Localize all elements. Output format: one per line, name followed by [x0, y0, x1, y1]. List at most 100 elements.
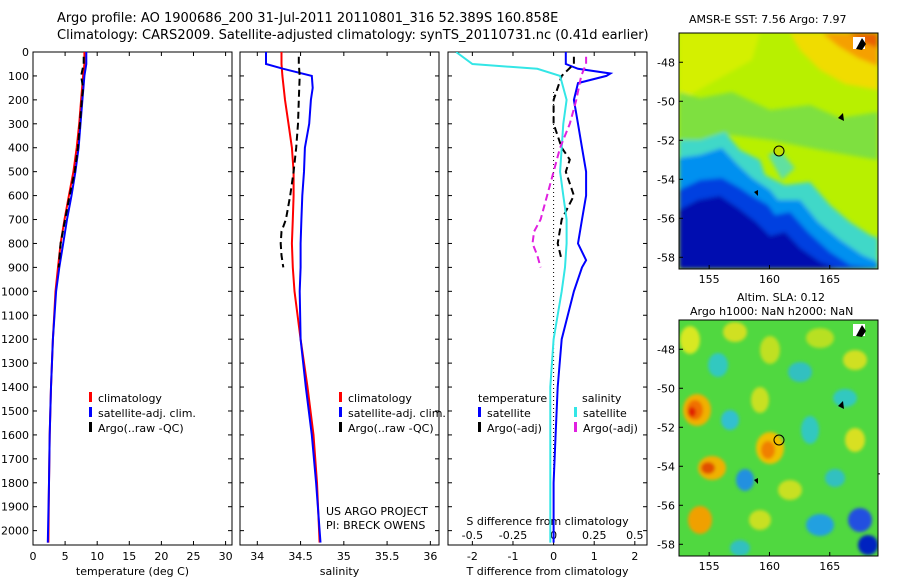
legend-argo-swatch: [89, 422, 92, 432]
legend-satellite-swatch: [89, 407, 92, 417]
sst-map-ytick-label: -48: [657, 56, 675, 69]
difference-axes-frame: [447, 51, 648, 546]
depth-tick-label: 1700: [1, 453, 29, 466]
sla-map-xtick-label: 165: [819, 560, 840, 573]
difference-series-temperature-argo-adj-: [552, 56, 575, 261]
salinity-xtick-label: 34: [250, 550, 264, 563]
sst-map-ytick-label: -50: [657, 95, 675, 108]
sla-map-title-2: Argo h1000: NaN h2000: NaN: [690, 305, 854, 318]
depth-tick-label: 1200: [1, 333, 29, 346]
sst-map-xtick-label: 155: [699, 273, 720, 286]
depth-tick-label: 900: [8, 261, 29, 274]
sst-map-xtick-label: 160: [759, 273, 780, 286]
temperature-xtick-label: 5: [62, 550, 69, 563]
temperature-series-argo-raw-qc-: [57, 56, 85, 268]
depth-tick-label: 100: [8, 70, 29, 83]
depth-tick-label: 700: [8, 214, 29, 227]
salinity-series-climatology: [280, 52, 321, 543]
sla-map-ytick-label: -52: [657, 421, 675, 434]
temperature-xtick-label: 10: [90, 550, 104, 563]
salinity-series-argo-raw-qc-: [279, 56, 301, 268]
salinity-diff-axis-label: S difference from climatology: [466, 515, 629, 528]
difference-xtick-label: 0: [550, 550, 557, 563]
legend-s-argo-swatch: [574, 422, 577, 432]
temperature-xtick-label: 30: [219, 550, 233, 563]
project-credit: US ARGO PROJECT: [326, 505, 428, 518]
sla-map-xtick-label: 155: [699, 560, 720, 573]
depth-tick-label: 1400: [1, 381, 29, 394]
legend-satellite-swatch: [339, 407, 342, 417]
salinity-xtick-label: 36: [423, 550, 437, 563]
sst-map-ytick-label: -58: [657, 251, 675, 264]
sla-map-ytick-label: -56: [657, 499, 675, 512]
depth-tick-label: 1900: [1, 501, 29, 514]
difference-series-salinity-satellite: [455, 52, 568, 543]
salinity-diff-xtick-label: -0.5: [462, 529, 483, 542]
legend-satellite: satellite-adj. clim.: [348, 407, 446, 420]
difference-xtick-label: -1: [507, 550, 518, 563]
depth-tick-label: 1000: [1, 285, 29, 298]
depth-tick-label: 500: [8, 166, 29, 179]
legend-climatology: climatology: [348, 392, 412, 405]
pi-credit: PI: BRECK OWENS: [326, 519, 426, 532]
salinity-legend: climatology satellite-adj. clim. Argo(..…: [339, 391, 446, 436]
depth-tick-label: 2000: [1, 525, 29, 538]
sla-map-ytick-label: -50: [657, 382, 675, 395]
depth-tick-label: 1100: [1, 309, 29, 322]
legend-t-argo-swatch: [478, 422, 481, 432]
depth-tick-label: 800: [8, 237, 29, 250]
sla-map-ytick-label: -48: [657, 343, 675, 356]
temperature-xtick-label: 20: [154, 550, 168, 563]
depth-tick-label: 1600: [1, 429, 29, 442]
sst-map-xtick-label: 165: [819, 273, 840, 286]
temperature-xtick-label: 15: [122, 550, 136, 563]
legend-argo-swatch: [339, 422, 342, 432]
depth-tick-label: 1300: [1, 357, 29, 370]
salinity-diff-xtick-label: 0.25: [582, 529, 607, 542]
legend-salinity-header: salinity: [582, 392, 622, 405]
depth-tick-label: 0: [22, 46, 29, 59]
diff-legend-temperature: temperature satellite Argo(-adj): [478, 391, 547, 436]
temperature-axis-label: temperature (deg C): [76, 565, 189, 578]
temperature-legend: climatology satellite-adj. clim. Argo(..…: [89, 391, 196, 436]
depth-tick-label: 1800: [1, 477, 29, 490]
legend-temperature-header: temperature: [478, 392, 548, 405]
sla-map-ytick-label: -54: [657, 460, 675, 473]
sst-map-ytick-label: -56: [657, 212, 675, 225]
depth-tick-label: 400: [8, 142, 29, 155]
sst-map-ytick-label: -52: [657, 134, 675, 147]
sst-map-title: AMSR-E SST: 7.56 Argo: 7.97: [689, 13, 847, 26]
legend-argo: Argo(..raw -QC): [98, 422, 184, 435]
salinity-series-satellite-adj-clim-: [265, 52, 322, 543]
sla-map: [679, 320, 878, 556]
legend-climatology-swatch: [89, 392, 92, 402]
difference-xtick-label: 1: [591, 550, 598, 563]
salinity-diff-xtick-label: 0.5: [626, 529, 644, 542]
legend-t-satellite-swatch: [478, 407, 481, 417]
legend-climatology: climatology: [98, 392, 162, 405]
title-line-1: Argo profile: AO 1900686_200 31-Jul-2011…: [57, 11, 559, 26]
difference-axis-label: T difference from climatology: [466, 565, 629, 578]
temperature-axes-frame: [32, 51, 233, 546]
salinity-axis-label: salinity: [320, 565, 360, 578]
difference-series-salinity-argo-adj-: [531, 56, 588, 268]
title-line-2: Climatology: CARS2009. Satellite-adjuste…: [57, 28, 649, 43]
difference-xtick-label: -2: [467, 550, 478, 563]
sla-map-xtick-label: 160: [759, 560, 780, 573]
sst-map: [679, 33, 878, 269]
legend-satellite: satellite-adj. clim.: [98, 407, 196, 420]
legend-t-argo: Argo(-adj): [487, 422, 542, 435]
salinity-xtick-label: 34.5: [288, 550, 313, 563]
sla-map-ytick-label: -58: [657, 538, 675, 551]
salinity-axes-frame: [239, 51, 440, 546]
depth-tick-label: 600: [8, 190, 29, 203]
legend-argo: Argo(..raw -QC): [348, 422, 434, 435]
sst-map-ytick-label: -54: [657, 173, 675, 186]
difference-series-temperature-satellite: [552, 52, 614, 543]
salinity-xtick-label: 35.5: [375, 550, 400, 563]
legend-climatology-swatch: [339, 392, 342, 402]
diff-legend-salinity: salinity satellite Argo(-adj): [574, 391, 638, 436]
legend-s-satellite-swatch: [574, 407, 577, 417]
depth-tick-label: 1500: [1, 405, 29, 418]
depth-tick-label: 300: [8, 118, 29, 131]
